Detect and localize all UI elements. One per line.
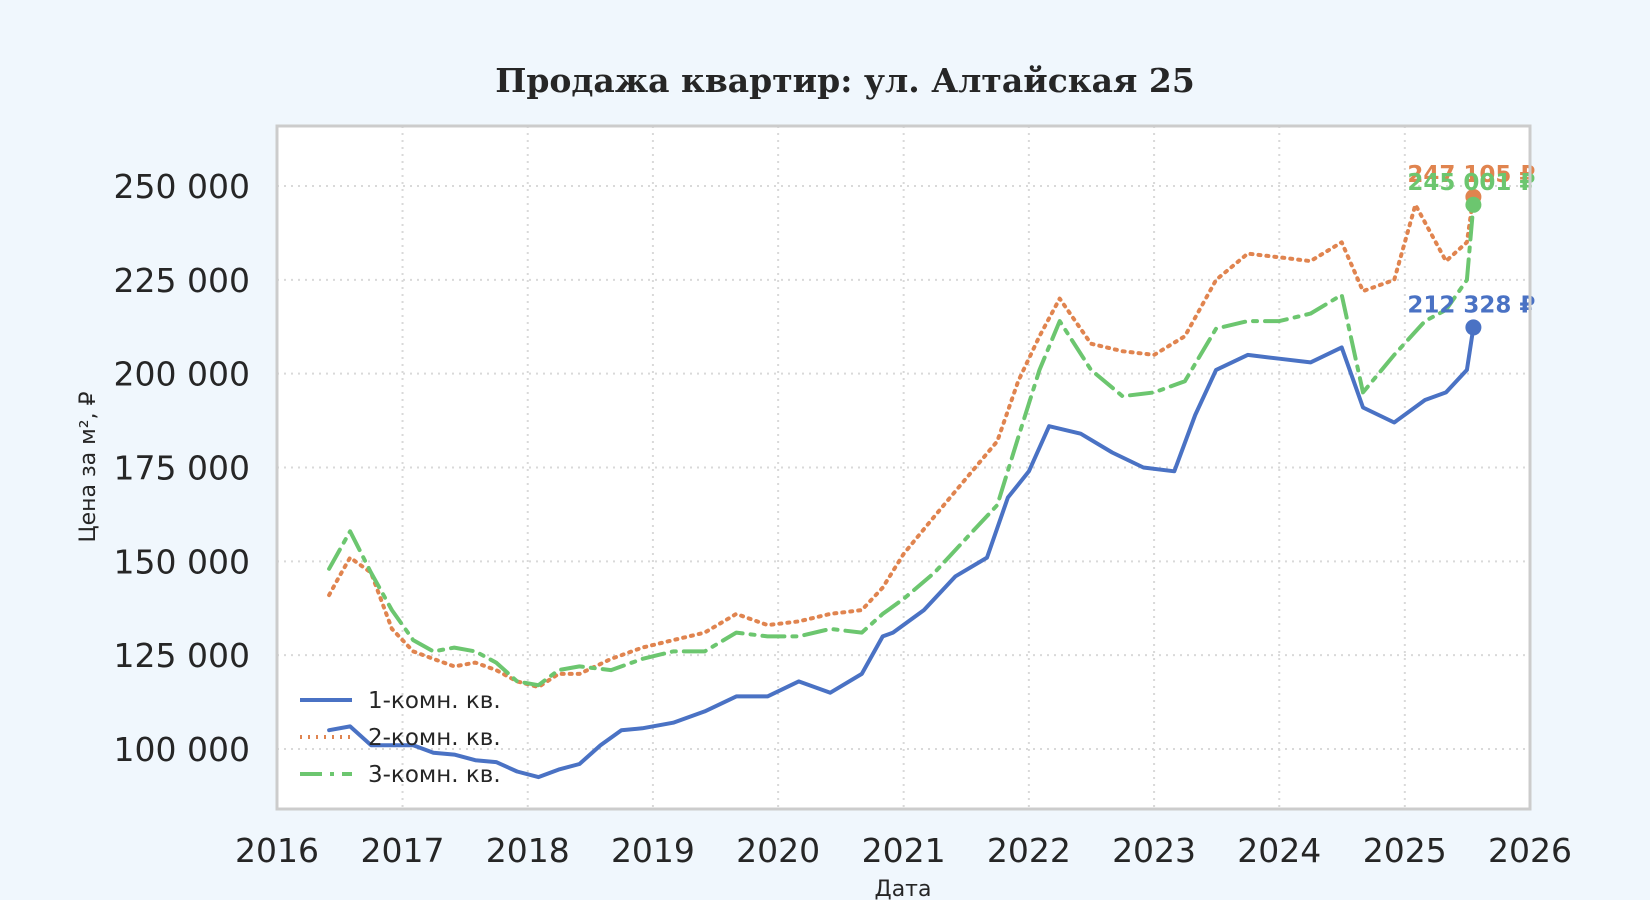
end-marker-1 (1465, 319, 1482, 336)
end-value-label-3: 245 001 ₽ (1407, 170, 1535, 196)
x-tick-label: 2022 (987, 831, 1071, 870)
chart-title: Продажа квартир: ул. Алтайская 25 (495, 61, 1195, 100)
legend-label-3: 3-комн. кв. (368, 762, 501, 788)
x-tick-label: 2024 (1237, 831, 1321, 870)
series-line-1 (327, 325, 1476, 780)
legend: 1-комн. кв. 2-комн. кв. 3-комн. кв. (300, 688, 501, 788)
end-markers: 212 328 ₽ 247 105 ₽245 001 ₽ (1407, 162, 1535, 336)
x-axis-label: Дата (875, 877, 932, 900)
x-tick-label: 2020 (736, 831, 820, 870)
x-tick-label: 2019 (611, 831, 695, 870)
grid-lines (277, 126, 1530, 809)
end-marker-3 (1465, 196, 1482, 213)
y-tick-label: 200 000 (114, 355, 250, 394)
y-tick-labels: 100 000 125 000 150 000 175 000 200 000 225 0… (114, 167, 250, 769)
plot-frame (275, 124, 1532, 811)
x-tick-label: 2025 (1363, 831, 1447, 870)
x-tick-label: 2016 (235, 831, 319, 870)
end-value-label-1: 212 328 ₽ (1407, 292, 1535, 318)
x-tick-label: 2018 (486, 831, 570, 870)
series-line-2 (327, 194, 1476, 689)
y-tick-label: 150 000 (114, 542, 250, 581)
x-tick-label: 2021 (862, 831, 946, 870)
x-tick-label: 2023 (1112, 831, 1196, 870)
end-value-label-2: 247 105 ₽ (1407, 162, 1535, 188)
y-tick-label: 100 000 (114, 730, 250, 769)
y-tick-label: 250 000 (114, 167, 250, 206)
y-axis-label: Цена за м², ₽ (76, 391, 101, 542)
y-tick-label: 175 000 (114, 449, 250, 488)
x-tick-label: 2017 (361, 831, 445, 870)
legend-label-2: 2-комн. кв. (368, 725, 501, 751)
y-tick-label: 125 000 (114, 636, 250, 675)
series-lines (327, 194, 1476, 780)
y-tick-label: 225 000 (114, 261, 250, 300)
x-tick-label: 2026 (1488, 831, 1572, 870)
x-tick-labels: 2016 2017 2018 2019 2020 2021 2022 2023 2024 2025… (235, 831, 1572, 870)
legend-label-1: 1-комн. кв. (368, 688, 501, 714)
series-line-3 (327, 202, 1476, 688)
